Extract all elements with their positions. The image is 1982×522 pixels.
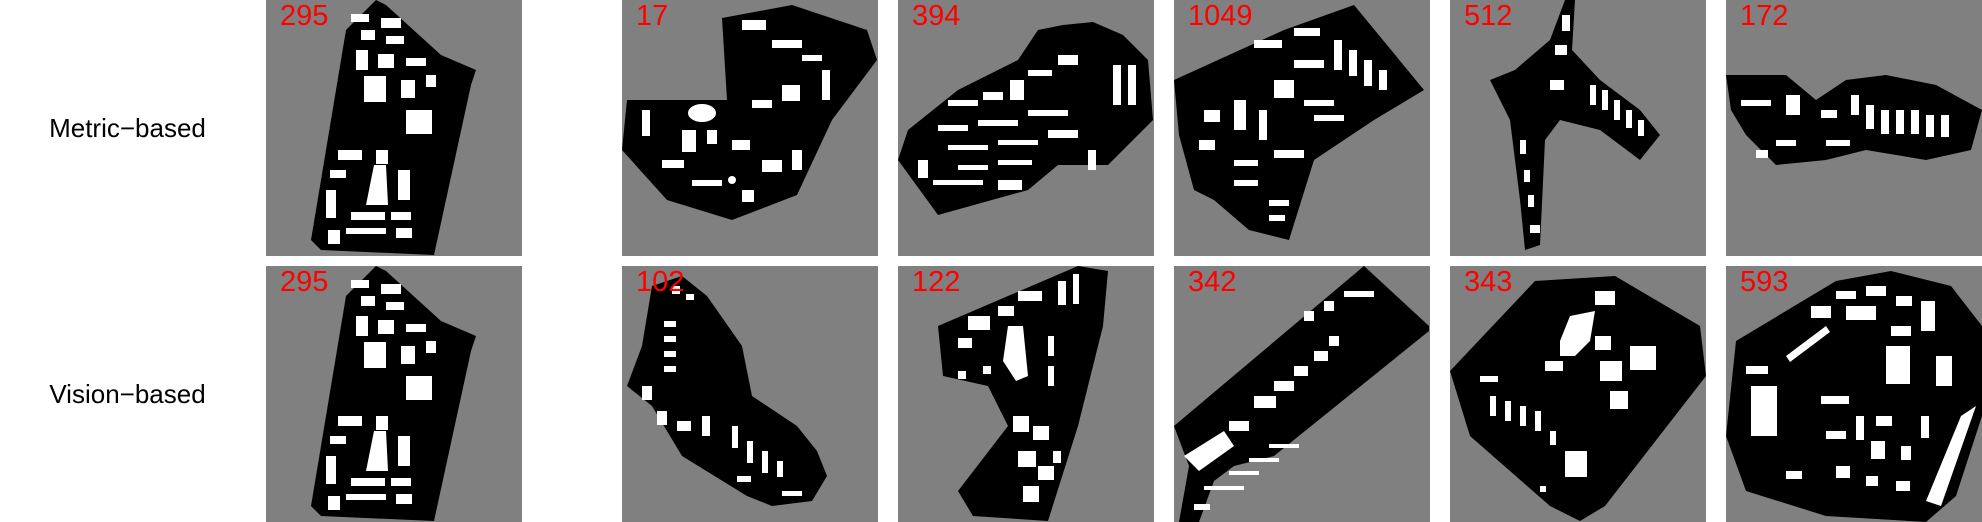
tile-number: 593	[1740, 266, 1789, 298]
vision-tile-6: 593	[1726, 266, 1982, 522]
metric-tile-6: 172	[1726, 0, 1982, 256]
plot-shape	[1490, 0, 1660, 250]
metric-tile-1: 295	[266, 0, 522, 256]
plot-shape	[627, 276, 827, 506]
vision-tile-1: 295	[266, 266, 522, 522]
plot-shape	[311, 0, 476, 255]
tile-number: 342	[1188, 266, 1237, 298]
tile-number: 512	[1464, 0, 1513, 32]
tile-number: 1049	[1188, 0, 1253, 32]
vision-tile-5: 343	[1450, 266, 1706, 522]
plot-shape	[898, 22, 1153, 215]
row-label-vision-based: Vision−based	[49, 379, 206, 409]
vision-tile-3: 122	[898, 266, 1154, 522]
plot-shape	[1450, 276, 1706, 521]
tile-number: 295	[280, 0, 329, 32]
plot-shape	[311, 266, 476, 521]
tile-number: 172	[1740, 0, 1789, 32]
tile-number: 102	[636, 266, 685, 298]
plot-shape	[1174, 5, 1424, 240]
metric-tile-3: 394	[898, 0, 1154, 256]
tile-number: 394	[912, 0, 961, 32]
metric-tile-4: 1049	[1174, 0, 1430, 256]
plot-shape	[622, 5, 877, 220]
tile-number: 122	[912, 266, 961, 298]
plot-shape	[938, 266, 1108, 521]
vision-tile-2: 102	[622, 266, 878, 522]
plot-shape	[1726, 75, 1982, 165]
row-label-metric-based: Metric−based	[49, 113, 206, 143]
tile-number: 295	[280, 266, 329, 298]
plot-shape	[1174, 266, 1429, 522]
vision-tile-4: 342	[1174, 266, 1430, 522]
plot-shape	[1726, 271, 1982, 522]
tile-number: 343	[1464, 266, 1513, 298]
metric-tile-5: 512	[1450, 0, 1706, 256]
tile-number: 17	[636, 0, 669, 32]
metric-tile-2: 17	[622, 0, 878, 256]
